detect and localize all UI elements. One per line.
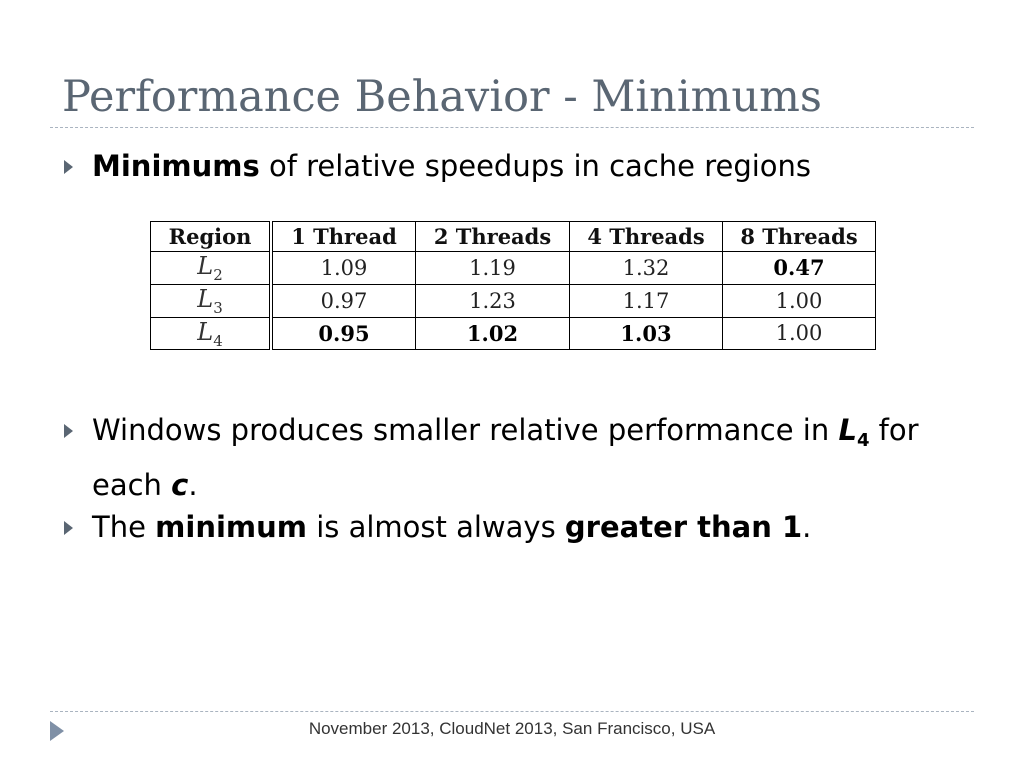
table-row: L4 0.95 1.02 1.03 1.00 — [150, 316, 876, 351]
footer-divider — [50, 711, 974, 712]
bullet-text: of relative speedups in cache regions — [259, 149, 812, 183]
header-4-threads: 4 Threads — [569, 221, 723, 252]
value-cell: 1.17 — [569, 283, 723, 318]
bullet-italic-c: c — [171, 468, 189, 502]
bullet-bold-text: Minimums — [92, 149, 260, 183]
bullet-arrow-icon — [64, 521, 73, 535]
value-cell: 1.09 — [270, 251, 416, 285]
header-2-threads: 2 Threads — [415, 221, 570, 252]
bullet-minimums: Minimums of relative speedups in cache r… — [64, 144, 992, 188]
footer-arrow-icon — [50, 721, 64, 741]
bullet-text: The — [92, 510, 156, 544]
footer-text: November 2013, CloudNet 2013, San Franci… — [308, 719, 716, 738]
bullet-bold-text: minimum — [155, 510, 307, 544]
table-row: L3 0.97 1.23 1.17 1.00 — [150, 283, 876, 318]
bullet-text: Windows produces smaller relative perfor… — [92, 413, 839, 447]
header-8-threads: 8 Threads — [722, 221, 876, 252]
value-cell: 1.32 — [569, 251, 723, 285]
region-subscript: 4 — [213, 331, 223, 350]
region-subscript: 3 — [213, 298, 223, 317]
bullet-italic-L: L — [838, 413, 857, 447]
value-cell: 1.19 — [415, 251, 570, 285]
region-subscript: 2 — [213, 265, 223, 284]
value-cell: 0.47 — [722, 251, 876, 285]
value-cell: 1.23 — [415, 283, 570, 318]
bullet-arrow-icon — [64, 160, 73, 174]
value-cell: 0.97 — [270, 283, 416, 318]
region-letter: L — [197, 284, 214, 313]
header-1-thread: 1 Thread — [270, 221, 416, 252]
table-row: L2 1.09 1.19 1.32 0.47 — [150, 251, 876, 285]
bullet-subscript: 4 — [856, 430, 870, 451]
value-cell: 1.00 — [722, 283, 876, 318]
value-cell: 0.95 — [270, 316, 416, 351]
region-cell: L2 — [150, 251, 273, 285]
header-region: Region — [150, 221, 273, 252]
value-cell: 1.02 — [415, 316, 570, 351]
bullet-windows: Windows produces smaller relative perfor… — [64, 408, 992, 507]
region-cell: L3 — [150, 283, 273, 318]
bullet-text: for — [869, 413, 919, 447]
bullet-text: each — [92, 468, 172, 502]
region-letter: L — [197, 252, 214, 280]
bullet-arrow-icon — [64, 424, 73, 438]
bullet-text: is almost always — [306, 510, 565, 544]
slide-title: Performance Behavior - Minimums — [62, 72, 822, 122]
table-header-row: Region 1 Thread 2 Threads 4 Threads 8 Th… — [150, 221, 876, 252]
bullet-minimum: The minimum is almost always greater tha… — [64, 505, 992, 549]
speedup-table: Region 1 Thread 2 Threads 4 Threads 8 Th… — [150, 221, 876, 351]
value-cell: 1.00 — [722, 316, 876, 351]
bullet-text: . — [802, 510, 812, 544]
bullet-bold-text: greater than 1 — [564, 510, 803, 544]
bullet-text: . — [188, 468, 198, 502]
region-letter: L — [197, 317, 214, 346]
title-divider — [50, 127, 974, 128]
value-cell: 1.03 — [569, 316, 723, 351]
region-cell: L4 — [150, 316, 273, 351]
